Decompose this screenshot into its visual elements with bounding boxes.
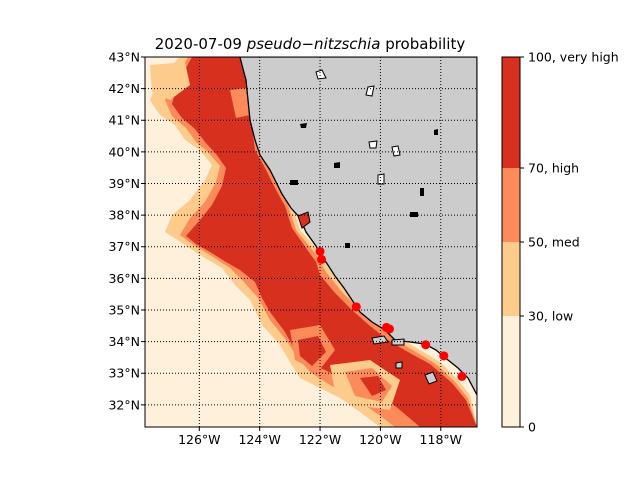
y-tick-label: 36°N	[108, 271, 140, 286]
offshore-patch	[298, 336, 326, 366]
x-tick-label: 120°W	[359, 432, 401, 447]
colorbar-segment	[502, 316, 520, 427]
map-frame	[144, 56, 478, 428]
y-tick-label: 38°N	[108, 208, 140, 223]
lake	[290, 180, 298, 185]
lake	[377, 173, 385, 185]
observation-point	[351, 302, 361, 312]
x-tick-label: 126°W	[178, 432, 220, 447]
y-tick-label: 33°N	[108, 366, 140, 381]
offshore-patch	[360, 376, 386, 396]
y-tick-label: 32°N	[108, 397, 140, 412]
chart-title: 2020-07-09 pseudo−nitzschia probability	[155, 35, 466, 53]
colorbar-segment	[502, 242, 520, 316]
lake	[391, 145, 401, 157]
offshore-patch	[150, 62, 190, 100]
lake	[368, 140, 378, 149]
observation-point	[317, 254, 327, 264]
lake	[434, 129, 438, 135]
lake	[345, 243, 350, 248]
y-tick-label: 40°N	[108, 144, 140, 159]
bay	[297, 211, 311, 229]
lake	[420, 188, 424, 196]
y-axis-ticks: 32°N 33°N 34°N 35°N 36°N 37°N 38°N 39°N 40°N 41°N…	[108, 50, 145, 412]
offshore-patch	[230, 88, 250, 118]
y-tick-label: 39°N	[108, 176, 140, 191]
lake	[410, 212, 418, 217]
y-tick-label: 43°N	[108, 50, 140, 65]
x-tick-label: 118°W	[420, 432, 462, 447]
colorbar-tick-label: 50, med	[528, 235, 580, 250]
y-tick-label: 42°N	[108, 81, 140, 96]
land-mass	[239, 57, 477, 396]
colorbar-segment	[502, 168, 520, 242]
observation-point	[457, 371, 467, 381]
lake	[315, 69, 327, 80]
x-tick-label: 124°W	[238, 432, 280, 447]
colorbar-tick-label: 30, low	[528, 309, 573, 324]
island	[395, 361, 403, 369]
gridlines	[145, 57, 477, 427]
lake	[334, 162, 340, 168]
observation-point	[315, 246, 325, 256]
x-tick-label: 122°W	[299, 432, 341, 447]
colorbar-tick-label: 70, high	[528, 161, 579, 176]
x-axis-ticks: 126°W 124°W 122°W 120°W 118°W	[178, 427, 462, 447]
y-tick-label: 37°N	[108, 239, 140, 254]
map-area	[145, 57, 477, 427]
observation-points	[315, 246, 467, 381]
colorbar-segment	[502, 57, 520, 168]
y-tick-label: 35°N	[108, 302, 140, 317]
colorbar: 0 30, low 50, med 70, high 100, very high	[501, 50, 619, 435]
observation-point	[384, 324, 394, 334]
lake	[300, 123, 307, 128]
observation-point	[439, 351, 449, 361]
y-tick-label: 34°N	[108, 334, 140, 349]
high-probability-band	[172, 57, 477, 427]
colorbar-tick-label: 0	[528, 420, 536, 435]
y-tick-label: 41°N	[108, 113, 140, 128]
observation-point	[421, 340, 431, 350]
colorbar-tick-label: 100, very high	[528, 50, 619, 65]
